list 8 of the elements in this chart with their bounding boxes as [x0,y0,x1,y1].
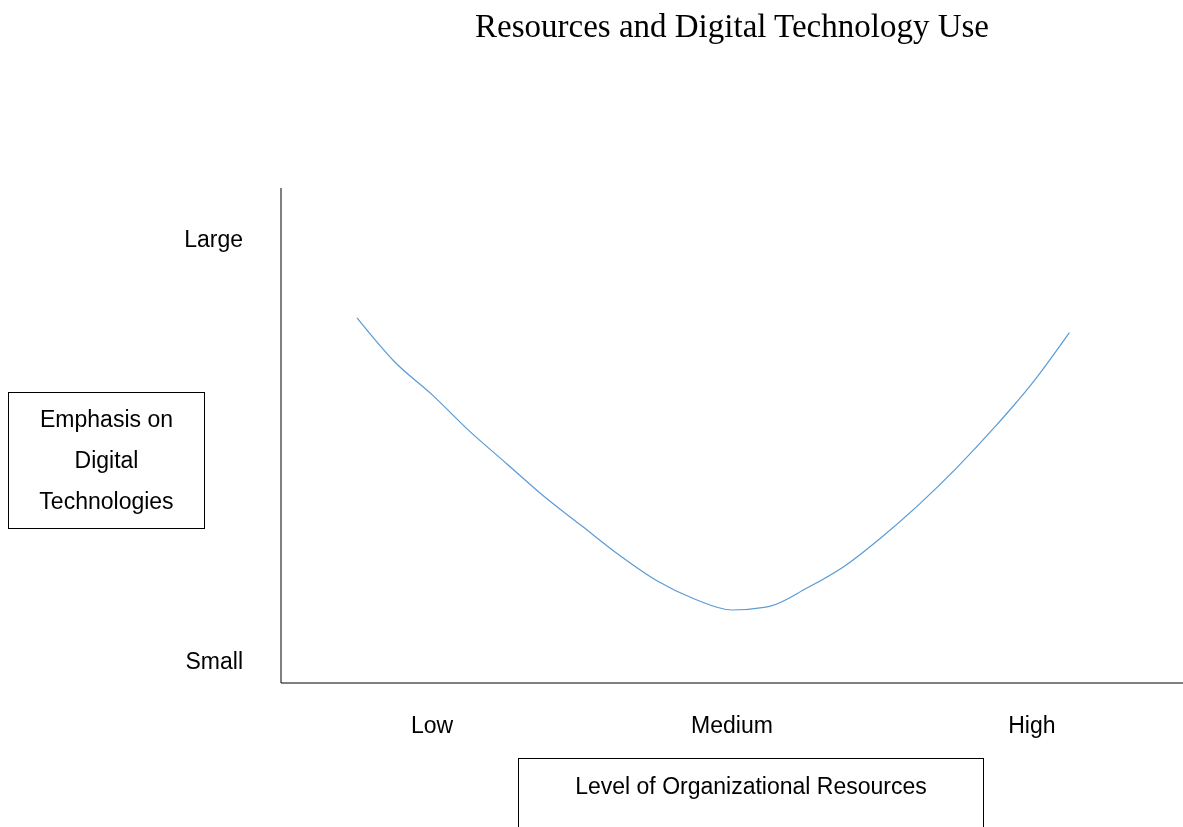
x-tick-label: Low [410,712,454,739]
x-tick-label: Medium [691,712,773,739]
x-axis-title: Level of Organizational Resources [518,758,984,827]
text: Large [184,226,243,253]
text: Emphasis on Digital Technologies [8,392,205,529]
chart-title: Resources and Digital Technology Use [474,8,990,45]
x-tick-label: High [1008,712,1056,739]
text: Small [185,648,243,675]
